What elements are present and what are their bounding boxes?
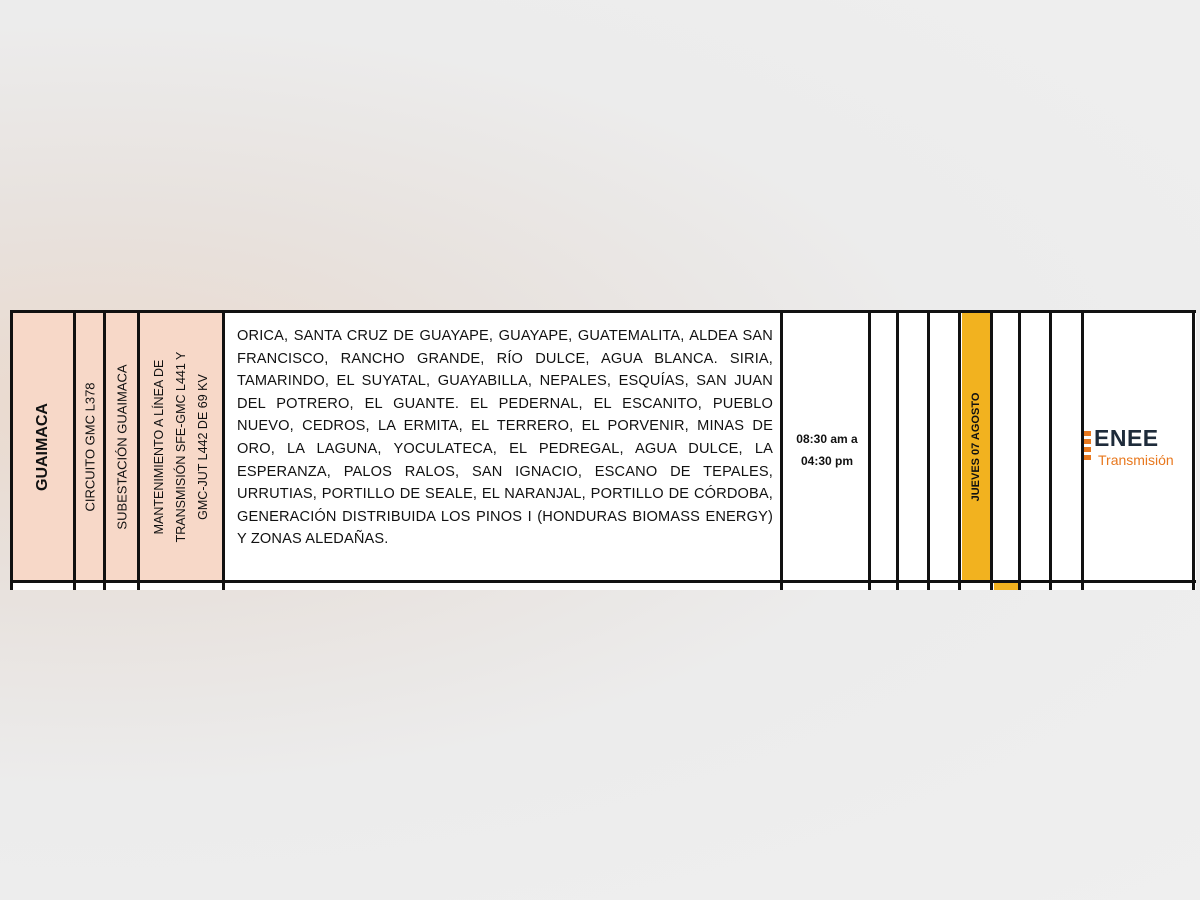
enee-transmision-logo: ENEE Transmisión <box>1084 425 1196 468</box>
column-divider <box>1049 310 1052 590</box>
day-label: JUEVES 07 AGOSTO <box>970 392 982 502</box>
work-description: MANTENIMIENTO A LÍNEA DE TRANSMISIÓN SFE… <box>148 352 214 543</box>
work-line-1: MANTENIMIENTO A LÍNEA DE <box>152 359 166 535</box>
column-divider <box>1018 310 1021 590</box>
circuit-label: CIRCUITO GMC L378 <box>82 382 97 512</box>
column-divider <box>1192 310 1195 590</box>
column-divider <box>1081 310 1084 590</box>
column-divider <box>896 310 899 590</box>
column-divider <box>990 310 993 590</box>
column-divider <box>780 310 783 590</box>
affected-areas-text: ORICA, SANTA CRUZ DE GUAYAPE, GUAYAPE, G… <box>237 328 773 548</box>
enee-logo-bars-icon <box>1084 431 1092 465</box>
column-divider <box>927 310 930 590</box>
logo-name: ENEE <box>1094 425 1159 451</box>
column-divider <box>137 310 140 590</box>
bottom-border <box>10 580 1196 583</box>
column-divider <box>10 310 13 590</box>
next-row-highlight <box>994 583 1018 590</box>
column-divider <box>868 310 871 590</box>
column-divider <box>73 310 76 590</box>
column-divider <box>222 310 225 590</box>
circuit-cell: CIRCUITO GMC L378 <box>76 313 103 581</box>
column-divider <box>103 310 106 590</box>
schedule-table-row: GUAIMACA CIRCUITO GMC L378 SUBESTACIÓN G… <box>10 310 1196 590</box>
top-border <box>10 310 1196 313</box>
day-cell: JUEVES 07 AGOSTO <box>962 313 990 581</box>
column-divider <box>958 310 961 590</box>
department-cell: GUAIMACA <box>13 313 73 581</box>
work-line-3: GMC-JUT L442 DE 69 KV <box>196 374 210 520</box>
work-line-2: TRANSMISIÓN SFE-GMC L441 Y <box>174 351 188 543</box>
substation-label: SUBESTACIÓN GUAIMACA <box>114 364 129 530</box>
department-label: GUAIMACA <box>34 403 51 491</box>
logo-subtitle: Transmisión <box>1098 452 1174 468</box>
work-description-cell: MANTENIMIENTO A LÍNEA DE TRANSMISIÓN SFE… <box>140 313 222 581</box>
substation-cell: SUBESTACIÓN GUAIMACA <box>106 313 137 581</box>
schedule-time: 08:30 am a 04:30 pm <box>783 428 871 472</box>
time-end: 04:30 pm <box>800 454 854 468</box>
time-start: 08:30 am a <box>796 432 858 446</box>
